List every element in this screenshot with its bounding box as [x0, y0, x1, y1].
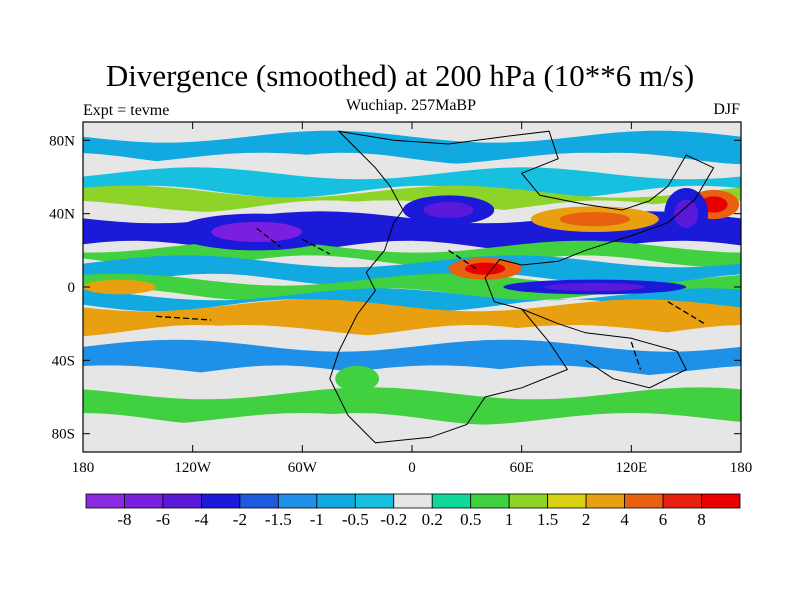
- divergence-core-1: [559, 212, 630, 227]
- colorbar-swatch-13: [585, 493, 625, 509]
- x-tick-label-1: 120W: [174, 460, 212, 476]
- x-tick-label-5: 120E: [615, 460, 647, 476]
- colorbar-swatch-16: [701, 493, 741, 509]
- x-tick-label-3: 0: [408, 460, 416, 476]
- colorbar-label-1: -6: [156, 510, 170, 529]
- divergence-band-1: [83, 152, 741, 180]
- divergence-band-2: [83, 167, 741, 198]
- colorbar-label-15: 8: [697, 510, 706, 529]
- colorbar-swatch-3: [201, 493, 241, 509]
- colorbar-label-2: -4: [194, 510, 209, 529]
- divergence-band-15: [83, 413, 741, 452]
- x-tick-label-2: 60W: [288, 460, 318, 476]
- colorbar-swatch-7: [354, 493, 395, 509]
- island-chain-5: [630, 341, 642, 370]
- divergence-band-3: [83, 185, 741, 213]
- colorbar: -8 -6 -4 -2 -1.5 -1 -0.5 -0.2 0.2 0.5 1 1.5 2 4 6 8: [85, 493, 741, 529]
- divergence-core-8: [674, 199, 699, 228]
- divergence-core-0: [465, 262, 506, 275]
- colorbar-label-3: -2: [233, 510, 247, 529]
- colorbar-swatch-11: [508, 493, 549, 509]
- divergence-field: [83, 122, 741, 452]
- colorbar-label-8: 0.2: [422, 510, 443, 529]
- x-tick-label-0: 180: [72, 460, 95, 476]
- colorbar-label-12: 2: [582, 510, 591, 529]
- x-tick-label-6: 180: [730, 460, 753, 476]
- colorbar-label-4: -1.5: [265, 510, 292, 529]
- season-label: DJF: [713, 101, 740, 118]
- colorbar-label-6: -0.5: [342, 510, 369, 529]
- eastern-coast: [521, 308, 687, 389]
- colorbar-swatch-8: [393, 493, 433, 509]
- colorbar-swatch-2: [162, 493, 202, 509]
- x-tick-label-4: 60E: [510, 460, 534, 476]
- colorbar-swatch-1: [124, 493, 164, 509]
- chart-title: Divergence (smoothed) at 200 hPa (10**6 …: [105, 58, 695, 93]
- y-tick-label-1: 40N: [49, 207, 75, 223]
- island-chain-2: [448, 249, 477, 270]
- island-chain-4: [667, 301, 705, 325]
- colorbar-swatch-5: [277, 493, 318, 509]
- colorbar-label-11: 1.5: [537, 510, 558, 529]
- y-tick-label-0: 80N: [49, 133, 75, 149]
- colorbar-swatch-4: [239, 493, 279, 509]
- colorbar-label-13: 4: [620, 510, 629, 529]
- divergence-band-9: [83, 288, 741, 312]
- divergence-band-14: [83, 387, 741, 425]
- paleo-coastline: [156, 130, 715, 444]
- y-tick-label-3: 40S: [52, 353, 75, 369]
- island-chain-1: [302, 238, 331, 255]
- pangaea-outline: [329, 130, 715, 444]
- colorbar-swatch-14: [624, 493, 664, 509]
- colorbar-swatch-9: [431, 493, 472, 509]
- y-tick-label-2: 0: [68, 280, 76, 296]
- divergence-cell-7: [335, 365, 380, 392]
- colorbar-swatch-12: [547, 493, 587, 509]
- divergence-core-5: [544, 282, 646, 292]
- y-tick-label-4: 80S: [52, 427, 75, 443]
- divergence-core-4: [423, 201, 474, 219]
- island-chain-0: [256, 227, 281, 248]
- colorbar-swatch-6: [316, 493, 356, 509]
- divergence-band-12: [83, 339, 741, 378]
- x-axis: 180 120W 60W 0 60E 120E 180: [72, 122, 753, 476]
- divergence-band-13: [83, 365, 741, 400]
- y-axis: 80N 40N 0 40S 80S: [49, 133, 741, 443]
- island-chain-3: [156, 315, 211, 321]
- divergence-cell-6: [83, 279, 157, 295]
- colorbar-label-7: -0.2: [380, 510, 407, 529]
- chart-subtitle: Wuchiap. 257MaBP: [345, 97, 476, 114]
- colorbar-swatch-10: [470, 493, 510, 509]
- experiment-label: Expt = tevme: [83, 102, 170, 119]
- colorbar-label-0: -8: [117, 510, 131, 529]
- colorbar-label-10: 1: [505, 510, 514, 529]
- colorbar-label-14: 6: [659, 510, 668, 529]
- colorbar-swatch-0: [85, 493, 125, 509]
- divergence-band-7: [83, 255, 741, 286]
- colorbar-label-5: -1: [310, 510, 324, 529]
- colorbar-swatch-15: [662, 493, 702, 509]
- colorbar-label-9: 0.5: [460, 510, 481, 529]
- divergence-core-3: [211, 221, 302, 243]
